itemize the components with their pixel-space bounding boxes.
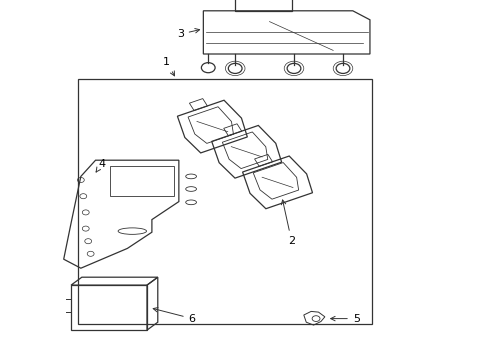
Text: 3: 3 bbox=[177, 28, 199, 39]
Text: 5: 5 bbox=[331, 314, 360, 324]
Text: 1: 1 bbox=[163, 57, 174, 76]
Text: 2: 2 bbox=[281, 200, 295, 246]
Text: 6: 6 bbox=[153, 307, 196, 324]
Text: 4: 4 bbox=[96, 159, 105, 172]
